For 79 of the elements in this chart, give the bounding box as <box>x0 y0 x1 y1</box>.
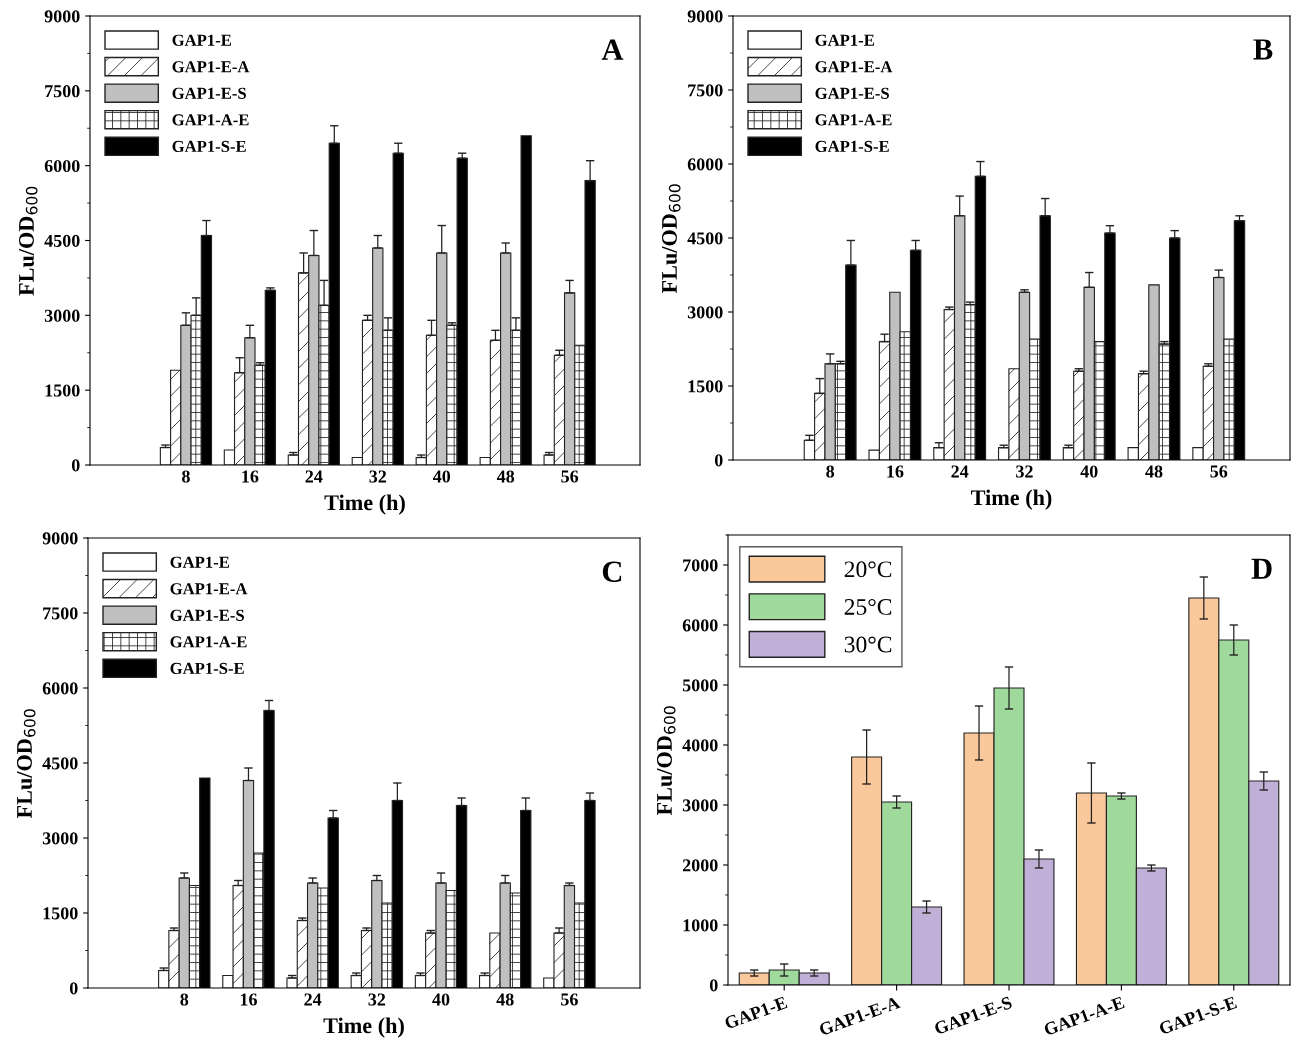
y-tick-label: 1500 <box>688 380 723 393</box>
y-tick-label: 9000 <box>44 10 80 23</box>
y-tick-label: 1500 <box>45 384 80 397</box>
x-tick-label: 16 <box>242 470 259 483</box>
legend-label: GAP1-E <box>815 34 874 46</box>
x-tick-label: 32 <box>368 993 386 1006</box>
y-tick-label: 7500 <box>688 84 723 97</box>
y-axis-title: FLu/OD$_{600}$ <box>661 184 681 294</box>
x-tick-label: 16 <box>887 465 904 478</box>
x-tick-label: 24 <box>304 993 322 1006</box>
legend-label: GAP1-A-E <box>815 114 892 126</box>
y-tick-label: 6000 <box>44 159 80 173</box>
y-tick-label: 7500 <box>45 85 80 98</box>
x-tick-label: 48 <box>1145 465 1163 478</box>
x-axis-title: Time (h) <box>971 489 1052 510</box>
y-tick-label: 7500 <box>43 607 78 620</box>
legend-label: GAP1-S-E <box>815 140 889 153</box>
y-tick-label: 4500 <box>44 234 80 247</box>
x-tick-label: 40 <box>1080 465 1098 478</box>
legend-label: 20°C <box>844 561 892 578</box>
legend-label: GAP1-E <box>172 34 231 46</box>
y-tick-label: 3000 <box>42 832 78 845</box>
y-tick-label: 4000 <box>682 739 718 752</box>
legend-label: GAP1-E-S <box>172 87 246 99</box>
legend-label: GAP1-A-E <box>170 636 247 648</box>
legend-label: GAP1-E <box>170 556 229 568</box>
y-tick-label: 6000 <box>42 682 78 695</box>
legend-label: GAP1-E-A <box>172 61 250 73</box>
text: A <box>601 39 624 60</box>
y-tick-label: 3000 <box>44 309 80 322</box>
x-tick-label: 40 <box>432 470 451 483</box>
y-tick-label: 0 <box>709 979 718 992</box>
y-tick-label: 9000 <box>687 10 723 23</box>
y-tick-label: 0 <box>69 982 78 995</box>
x-tick-label: 32 <box>369 470 387 483</box>
y-tick-label: 1000 <box>683 919 718 932</box>
legend-label: 25°C <box>844 598 892 615</box>
x-tick-label: 48 <box>496 993 514 1006</box>
legend-label: GAP1-E-S <box>815 87 889 99</box>
y-axis-title: FLu/OD$_{600}$ <box>16 709 36 819</box>
x-tick-label: 24 <box>951 465 969 478</box>
y-tick-label: 5000 <box>682 679 718 692</box>
x-tick-label: 8 <box>180 993 189 1006</box>
y-axis-title: FLu/OD$_{600}$ <box>18 186 38 296</box>
x-tick-label: 48 <box>496 470 515 483</box>
y-tick-label: 7000 <box>683 559 718 572</box>
x-tick-label: 8 <box>182 470 190 483</box>
y-tick-label: 2000 <box>682 859 718 872</box>
text: B <box>1253 39 1273 60</box>
y-tick-label: 6000 <box>687 158 723 171</box>
legend-label: GAP1-E-S <box>170 609 244 621</box>
legend-label: GAP1-A-E <box>172 114 249 126</box>
legend-label: GAP1-E-A <box>170 583 248 595</box>
text: D <box>1251 558 1272 579</box>
legend-label: 30°C <box>844 636 892 653</box>
x-tick-label: 40 <box>432 993 450 1006</box>
y-tick-label: 9000 <box>42 532 78 545</box>
x-tick-label: 56 <box>561 470 579 483</box>
x-tick-label: 56 <box>1210 465 1228 478</box>
x-axis-title: Time (h) <box>323 1017 404 1038</box>
x-tick-label: 56 <box>561 993 578 1006</box>
y-tick-label: 4500 <box>687 232 723 245</box>
y-tick-label: 0 <box>71 459 80 472</box>
y-tick-label: 1500 <box>43 907 78 920</box>
y-tick-label: 6000 <box>682 619 718 632</box>
y-tick-label: 4500 <box>42 757 78 770</box>
legend-label: GAP1-S-E <box>170 662 244 675</box>
text: C <box>602 561 622 582</box>
y-tick-label: 3000 <box>682 799 718 812</box>
y-tick-label: 3000 <box>687 306 723 319</box>
y-axis-title: FLu/OD$_{600}$ <box>656 706 676 816</box>
legend-label: GAP1-E-A <box>815 61 893 73</box>
x-tick-label: 16 <box>240 993 257 1006</box>
x-axis-title: Time (h) <box>324 494 405 515</box>
x-tick-label: 32 <box>1016 465 1033 478</box>
y-tick-label: 0 <box>714 454 723 467</box>
x-tick-label: 8 <box>826 465 835 478</box>
x-tick-label: 24 <box>305 470 323 483</box>
legend-label: GAP1-S-E <box>172 140 246 153</box>
